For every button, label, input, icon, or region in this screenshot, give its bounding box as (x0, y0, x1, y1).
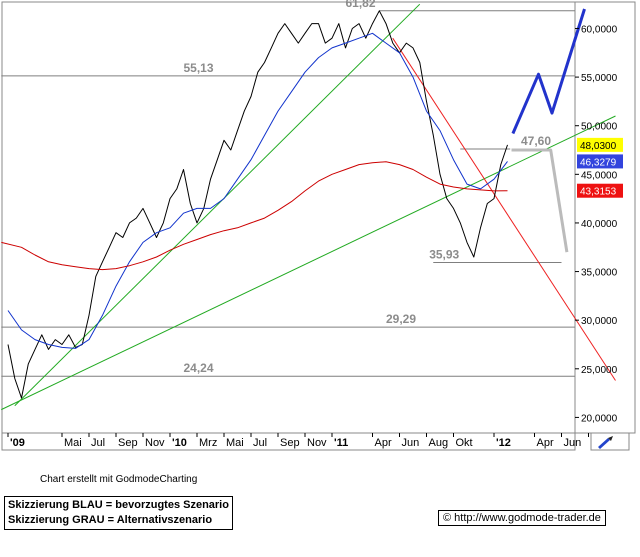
y-tick-label: 45,0000 (581, 170, 618, 181)
price-tag-label: 43,3153 (580, 187, 617, 198)
horizontal-levels: 61,82 55,13 47,60 35,93 29,29 24,24 (1, 0, 575, 377)
series-line (511, 8, 586, 135)
y-tick-label: 40,0000 (581, 219, 618, 230)
level-label: 47,60 (521, 134, 551, 148)
price-tag (577, 137, 623, 152)
x-tick-label: Sep (280, 437, 300, 449)
series-line (1, 161, 508, 271)
tool-icon[interactable] (590, 432, 630, 451)
trend-lines (1, 3, 616, 411)
series-line (511, 148, 569, 253)
x-tick-label: Jun (564, 437, 582, 449)
level-label: 55,13 (184, 61, 214, 75)
series-lines (1, 8, 586, 399)
plot-area (1, 1, 576, 434)
y-axis-labels: 20,0000 25,0000 30,0000 35,0000 40,0000 45,00… (575, 24, 618, 424)
price-tag (577, 154, 623, 169)
series-line (7, 32, 508, 349)
x-tick-label: Nov (307, 437, 327, 449)
source-url[interactable]: © http://www.godmode-trader.de (438, 510, 606, 526)
chart-credit: Chart erstellt mit GodmodeCharting (40, 474, 198, 485)
price-tag (577, 183, 623, 198)
price-chart: 61,82 55,13 47,60 35,93 29,29 24,24 20,0000 25… (1, 0, 636, 451)
price-tag-label: 46,3279 (580, 157, 617, 168)
x-tick-label: Mai (226, 437, 244, 449)
y-tick-label: 35,0000 (581, 268, 618, 279)
scenario-legend: Skizzierung BLAU = bevorzugtes Szenario … (4, 496, 233, 530)
y-tick-label: 60,0000 (581, 24, 618, 35)
level-label: 29,29 (386, 312, 416, 326)
x-tick-label: Mrz (199, 437, 217, 449)
y-axis-panel (574, 1, 636, 434)
x-tick-label: Aug (429, 437, 449, 449)
x-tick-label: '09 (10, 437, 25, 449)
y-tick-label: 30,0000 (581, 316, 618, 327)
trend-line (14, 3, 421, 407)
x-tick-label: '12 (496, 437, 511, 449)
x-tick-label: Jul (91, 437, 105, 449)
x-tick-label: '10 (172, 437, 187, 449)
legend-line-blue: Skizzierung BLAU = bevorzugtes Szenario (8, 499, 229, 511)
level-label: 35,93 (429, 248, 459, 262)
y-tick-label: 25,0000 (581, 365, 618, 376)
x-tick-label: Apr (537, 437, 554, 449)
y-tick-label: 55,0000 (581, 73, 618, 84)
x-tick-label: Nov (145, 437, 165, 449)
trend-line (392, 37, 616, 381)
legend-line-grey: Skizzierung GRAU = Alternativszenario (8, 514, 213, 526)
series-line (7, 10, 508, 399)
x-tick-label: Okt (456, 437, 473, 449)
y-tick-label: 50,0000 (581, 122, 618, 133)
x-tick-label: Mai (64, 437, 82, 449)
y-tick-label: 20,0000 (581, 413, 618, 424)
level-label: 61,82 (346, 0, 376, 10)
x-tick-label: Jul (253, 437, 267, 449)
price-tag-label: 48,0300 (580, 141, 617, 152)
x-tick-label: Sep (118, 437, 138, 449)
x-tick-label: Apr (375, 437, 392, 449)
trend-line (1, 115, 616, 411)
level-label: 24,24 (184, 361, 214, 375)
x-tick-label: Jun (402, 437, 420, 449)
x-axis-panel (1, 432, 576, 451)
x-tick-label: '11 (334, 437, 348, 449)
price-tags: 48,0300 46,3279 43,3153 (577, 137, 623, 198)
